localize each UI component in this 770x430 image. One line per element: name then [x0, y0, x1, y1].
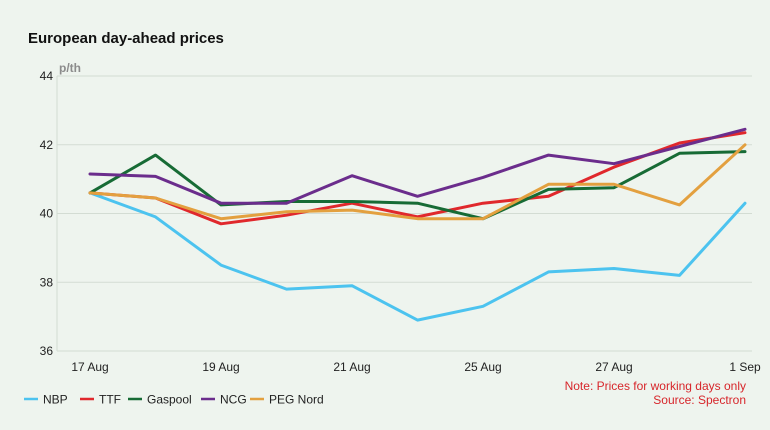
source-note: Source: Spectron [653, 393, 746, 407]
y-tick-label: 42 [40, 138, 54, 152]
series-line-nbp [88, 191, 747, 322]
y-tick-label: 36 [40, 344, 54, 358]
legend-label-ttf: TTF [99, 393, 121, 407]
x-tick-label: 17 Aug [71, 360, 108, 374]
x-tick-label: 27 Aug [595, 360, 632, 374]
legend-label-peg-nord: PEG Nord [269, 393, 324, 407]
x-tick-label: 1 Sep [729, 360, 761, 374]
y-axis-unit: p/th [59, 61, 81, 75]
y-tick-label: 44 [40, 69, 54, 83]
y-tick-label: 38 [40, 275, 54, 289]
y-tick-labels: 36 38 40 42 44 [40, 69, 54, 358]
x-tick-label: 19 Aug [202, 360, 239, 374]
series-line-peg-nord [88, 143, 747, 221]
series-line-ncg [88, 127, 747, 205]
note-working-days: Note: Prices for working days only [565, 379, 746, 393]
legend-label-gaspool: Gaspool [147, 393, 192, 407]
legend-label-nbp: NBP [43, 393, 68, 407]
legend-label-ncg: NCG [220, 393, 247, 407]
x-tick-label: 25 Aug [464, 360, 501, 374]
series-line-gaspool [88, 150, 747, 221]
chart-title: European day-ahead prices [28, 30, 224, 47]
x-tick-label: 21 Aug [333, 360, 370, 374]
y-tick-label: 40 [40, 207, 54, 221]
series-lines [88, 127, 747, 322]
legend: NBP TTF Gaspool NCG PEG Nord [24, 393, 324, 407]
x-tick-labels: 17 Aug 19 Aug 21 Aug 25 Aug 27 Aug 1 Sep [71, 360, 761, 374]
